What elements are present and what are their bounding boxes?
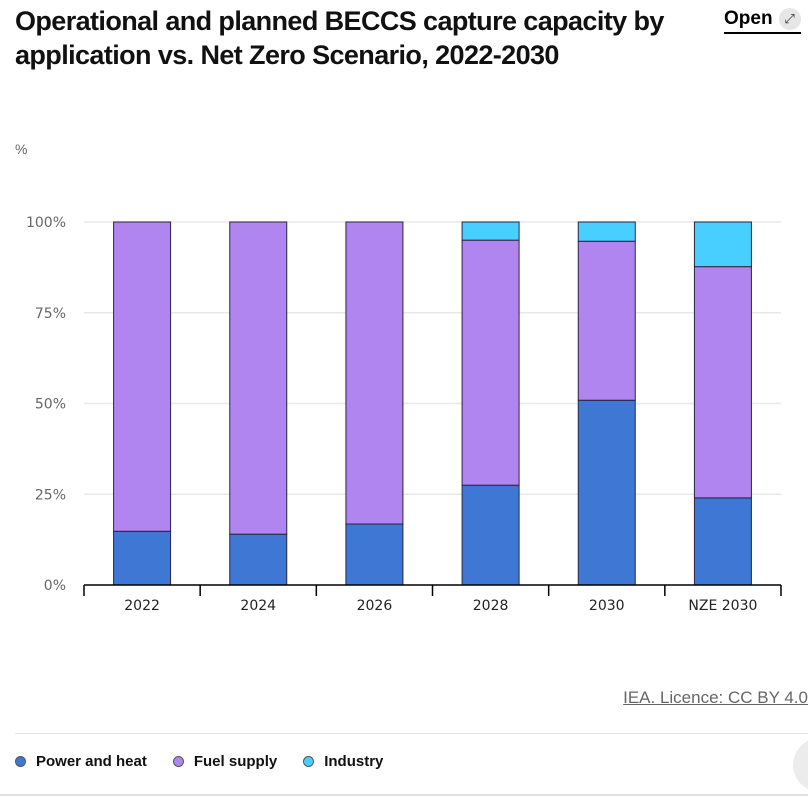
legend-label: Power and heat: [36, 753, 147, 770]
bar-segment-fuel-supply-2028[interactable]: [461, 239, 520, 486]
x-tick-label: 2026: [357, 598, 393, 614]
legend-dot-fuel-supply: [172, 756, 184, 767]
bar-segment-fuel-supply-2024[interactable]: [229, 221, 288, 535]
bar-segment-power-and-heat-2026[interactable]: [345, 523, 404, 586]
floating-action-button[interactable]: [793, 737, 808, 793]
bar-segment-industry-nze-2030[interactable]: [693, 221, 752, 268]
legend-dot-industry: [303, 756, 315, 767]
legend-divider: [15, 733, 808, 734]
bar-segment-industry-2030[interactable]: [577, 221, 636, 242]
y-tick-label: 100%: [26, 215, 66, 231]
open-button[interactable]: Open ⤢: [724, 8, 801, 34]
expand-arrow-icon: ⤢: [778, 8, 801, 30]
x-tick-label: 2028: [473, 598, 509, 614]
bar-segment-fuel-supply-2026[interactable]: [345, 221, 404, 525]
y-axis-unit-label: %: [15, 141, 28, 157]
bar-segment-power-and-heat-2030[interactable]: [577, 399, 636, 586]
bar-segment-power-and-heat-2022[interactable]: [113, 530, 172, 586]
x-tick-label: 2022: [124, 598, 160, 614]
source-licence-link[interactable]: IEA. Licence: CC BY 4.0: [623, 688, 808, 707]
x-tick-label: 2024: [240, 598, 276, 614]
y-tick-label: 0%: [44, 578, 66, 594]
bottom-border: [0, 794, 808, 796]
legend: Power and heat Fuel supply Industry: [15, 753, 383, 770]
y-tick-label: 50%: [35, 397, 66, 413]
bar-segment-power-and-heat-2028[interactable]: [461, 484, 520, 586]
legend-item-industry[interactable]: Industry: [303, 753, 383, 770]
bar-segment-power-and-heat-2024[interactable]: [229, 533, 288, 586]
legend-label: Fuel supply: [193, 753, 278, 770]
bar-segment-fuel-supply-nze-2030[interactable]: [693, 266, 752, 499]
bar-segment-fuel-supply-2022[interactable]: [113, 221, 172, 532]
legend-dot-power-and-heat: [15, 756, 26, 767]
stacked-bar-chart: 0% 25% 50% 75% 100% 2022 2024 2026 2028 2030 NZE 2…: [26, 215, 782, 614]
bar-segment-fuel-supply-2030[interactable]: [577, 240, 636, 401]
y-tick-label: 25%: [35, 487, 66, 503]
x-tick-label: NZE 2030: [688, 598, 757, 614]
open-label: Open: [724, 8, 773, 29]
bar-segment-industry-2028[interactable]: [461, 221, 520, 241]
bar-segment-power-and-heat-nze-2030[interactable]: [693, 497, 752, 586]
x-tick-label: 2030: [589, 598, 625, 614]
y-tick-label: 75%: [35, 306, 66, 322]
chart-title: Operational and planned BECCS capture ca…: [15, 6, 664, 70]
legend-item-fuel-supply[interactable]: Fuel supply: [172, 753, 278, 770]
legend-label: Industry: [324, 753, 384, 770]
legend-item-power-and-heat[interactable]: Power and heat: [15, 753, 147, 770]
